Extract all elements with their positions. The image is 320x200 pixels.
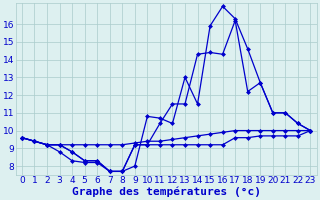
X-axis label: Graphe des températures (°c): Graphe des températures (°c) bbox=[72, 187, 261, 197]
